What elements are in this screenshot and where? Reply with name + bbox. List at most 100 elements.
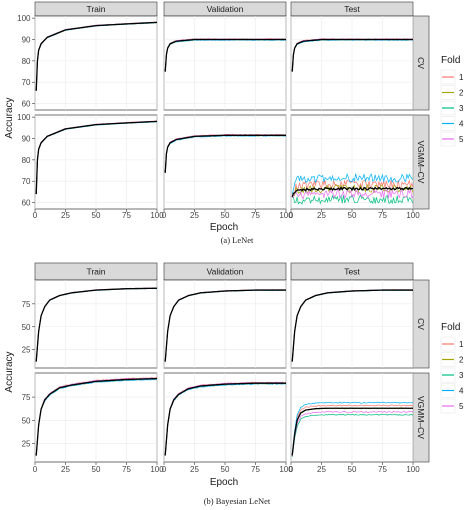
mean-line xyxy=(291,289,413,362)
x-tick-label: 0 xyxy=(162,211,167,220)
x-tick-label: 50 xyxy=(92,465,101,474)
strip-label-test: Test xyxy=(344,267,360,277)
x-tick-label: 0 xyxy=(289,211,294,220)
fold-5-line xyxy=(291,410,414,457)
x-tick-label: 0 xyxy=(289,465,294,474)
caption-lenet: (a) LeNet xyxy=(220,235,254,245)
row-strip-label-vgmm-cv: VGMM–CV xyxy=(416,396,426,439)
legend-title: Fold xyxy=(441,322,460,333)
panel-cv-train: 60 70 80 90 100 xyxy=(17,14,158,111)
row-strip-label-vgmm-cv: VGMM–CV xyxy=(416,141,426,184)
y-tick-label: 25 xyxy=(22,346,31,355)
legend-label-3: 3 xyxy=(459,104,464,113)
x-tick-label: 25 xyxy=(317,465,326,474)
y-tick-label: 60 xyxy=(22,100,31,109)
x-tick-label: 100 xyxy=(279,465,293,474)
fold-4-line xyxy=(291,39,414,72)
x-tick-label: 75 xyxy=(251,211,260,220)
y-tick-label: 80 xyxy=(22,156,31,165)
mean-line xyxy=(164,289,286,362)
x-tick-label: 100 xyxy=(406,211,420,220)
mean-line xyxy=(35,377,158,456)
x-tick-label: 0 xyxy=(162,465,167,474)
panel-vgmm-cv-test: 0 25 50 75 100 xyxy=(289,372,420,474)
x-tick-label: 25 xyxy=(61,465,70,474)
legend-label-4: 4 xyxy=(459,120,464,129)
legend-label-1: 1 xyxy=(459,340,464,349)
y-tick-label: 70 xyxy=(22,78,31,87)
panel-cv-train: 25 50 75 xyxy=(22,279,158,369)
x-tick-label: 75 xyxy=(378,465,387,474)
y-axis-title: Accuracy xyxy=(4,351,15,392)
row-strip-label-cv: CV xyxy=(416,57,426,69)
x-tick-label: 25 xyxy=(317,211,326,220)
x-tick-label: 75 xyxy=(122,211,131,220)
x-tick-label: 25 xyxy=(190,211,199,220)
panel-cv-validation xyxy=(163,279,287,369)
x-tick-label: 50 xyxy=(221,465,230,474)
panel-vgmm-cv-validation: 0 25 50 75 100 xyxy=(162,372,293,474)
row-strip-label-cv: CV xyxy=(416,318,426,330)
x-tick-label: 75 xyxy=(122,465,131,474)
x-tick-label: 25 xyxy=(190,465,199,474)
mean-line xyxy=(291,407,413,456)
x-tick-label: 75 xyxy=(251,465,260,474)
x-tick-label: 100 xyxy=(150,211,164,220)
fold-4-line xyxy=(35,378,158,456)
panel-vgmm-cv-train: 25 50 75 0 25 50 75 100 xyxy=(22,372,164,474)
x-tick-label: 100 xyxy=(150,465,164,474)
x-tick-label: 25 xyxy=(61,211,70,220)
fold-1-line xyxy=(291,404,414,455)
x-axis-title: Epoch xyxy=(210,477,238,488)
strip-label-train: Train xyxy=(86,267,105,277)
x-tick-label: 0 xyxy=(33,211,38,220)
mean-line xyxy=(291,38,413,72)
mean-line xyxy=(164,38,286,72)
panel-cv-validation xyxy=(163,15,287,111)
y-tick-label: 80 xyxy=(22,57,31,66)
mean-line xyxy=(35,21,158,91)
y-tick-label: 75 xyxy=(22,300,31,309)
mean-line xyxy=(35,287,158,362)
strip-label-train: Train xyxy=(86,4,105,14)
y-tick-label: 60 xyxy=(22,199,31,208)
y-tick-label: 70 xyxy=(22,177,31,186)
legend-label-1: 1 xyxy=(459,73,464,82)
legend-label-4: 4 xyxy=(459,387,464,396)
panel-vgmm-cv-test: 0 25 50 75 100 xyxy=(289,114,420,220)
x-tick-label: 100 xyxy=(406,465,420,474)
fold-4-line xyxy=(291,401,414,455)
legend-label-5: 5 xyxy=(459,135,464,144)
strip-label-validation: Validation xyxy=(207,267,244,277)
x-tick-label: 100 xyxy=(279,211,293,220)
mean-line xyxy=(164,382,286,456)
x-tick-label: 0 xyxy=(33,465,38,474)
x-axis-title: Epoch xyxy=(210,222,238,233)
y-tick-label: 50 xyxy=(22,416,31,425)
caption-bayesian-lenet: (b) Bayesian LeNet xyxy=(203,496,271,506)
y-tick-label: 75 xyxy=(22,393,31,402)
x-tick-label: 50 xyxy=(92,211,101,220)
y-tick-label: 25 xyxy=(22,439,31,448)
x-tick-label: 50 xyxy=(221,211,230,220)
strip-label-validation: Validation xyxy=(207,4,244,14)
y-tick-label: 100 xyxy=(17,113,31,122)
legend-label-5: 5 xyxy=(459,402,464,411)
strip-label-test: Test xyxy=(344,4,360,14)
y-tick-label: 90 xyxy=(22,36,31,45)
mean-line xyxy=(35,120,158,195)
panel-cv-test xyxy=(290,279,414,369)
fold-3-line xyxy=(291,413,414,457)
y-tick-label: 50 xyxy=(22,323,31,332)
mean-line xyxy=(291,186,414,198)
mean-line xyxy=(164,134,286,173)
panel-cv-test xyxy=(290,15,414,111)
legend-label-3: 3 xyxy=(459,371,464,380)
legend-label-2: 2 xyxy=(459,356,464,365)
x-tick-label: 50 xyxy=(348,211,357,220)
fold-4-line xyxy=(291,172,414,194)
panel-vgmm-cv-validation: 0 25 50 75 100 xyxy=(162,114,293,220)
y-axis-title: Accuracy xyxy=(4,97,15,138)
